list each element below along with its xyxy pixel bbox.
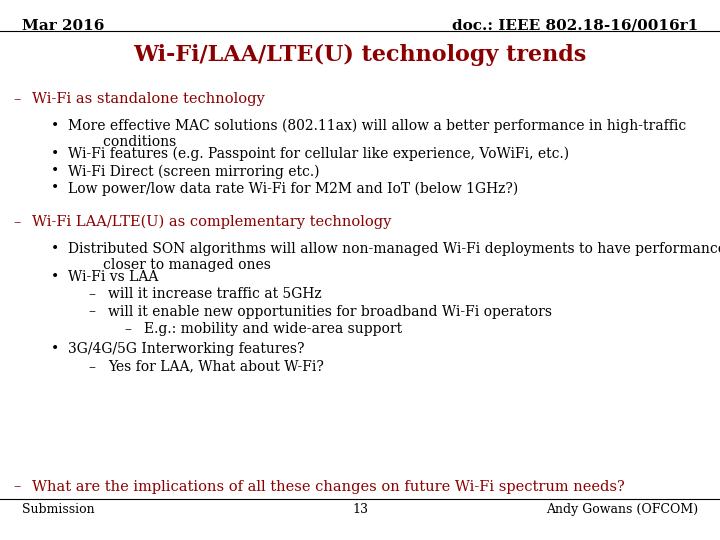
Text: will it enable new opportunities for broadband Wi-Fi operators: will it enable new opportunities for bro… [108,305,552,319]
Text: Wi-Fi LAA/LTE(U) as complementary technology: Wi-Fi LAA/LTE(U) as complementary techno… [32,215,392,230]
Text: –: – [125,322,132,336]
Text: Wi-Fi/LAA/LTE(U) technology trends: Wi-Fi/LAA/LTE(U) technology trends [133,44,587,66]
Text: Wi-Fi vs LAA: Wi-Fi vs LAA [68,270,159,284]
Text: Mar 2016: Mar 2016 [22,19,104,33]
Text: •: • [51,164,60,178]
Text: Andy Gowans (OFCOM): Andy Gowans (OFCOM) [546,503,698,516]
Text: doc.: IEEE 802.18-16/0016r1: doc.: IEEE 802.18-16/0016r1 [452,19,698,33]
Text: Low power/low data rate Wi-Fi for M2M and IoT (below 1GHz?): Low power/low data rate Wi-Fi for M2M an… [68,181,518,196]
Text: •: • [51,181,60,195]
Text: Wi-Fi features (e.g. Passpoint for cellular like experience, VoWiFi, etc.): Wi-Fi features (e.g. Passpoint for cellu… [68,147,570,161]
Text: –: – [13,480,20,494]
Text: •: • [51,119,60,133]
Text: will it increase traffic at 5GHz: will it increase traffic at 5GHz [108,287,322,301]
Text: –: – [13,92,20,106]
Text: •: • [51,147,60,161]
Text: –: – [89,287,96,301]
Text: 13: 13 [352,503,368,516]
Text: Wi-Fi as standalone technology: Wi-Fi as standalone technology [32,92,265,106]
Text: –: – [89,360,96,374]
Text: 3G/4G/5G Interworking features?: 3G/4G/5G Interworking features? [68,342,305,356]
Text: What are the implications of all these changes on future Wi-Fi spectrum needs?: What are the implications of all these c… [32,480,625,494]
Text: •: • [51,342,60,356]
Text: •: • [51,242,60,256]
Text: Wi-Fi Direct (screen mirroring etc.): Wi-Fi Direct (screen mirroring etc.) [68,164,320,179]
Text: –: – [13,215,20,229]
Text: Submission: Submission [22,503,94,516]
Text: Yes for LAA, What about W-Fi?: Yes for LAA, What about W-Fi? [108,360,324,374]
Text: E.g.: mobility and wide-area support: E.g.: mobility and wide-area support [144,322,402,336]
Text: –: – [89,305,96,319]
Text: •: • [51,270,60,284]
Text: More effective MAC solutions (802.11ax) will allow a better performance in high-: More effective MAC solutions (802.11ax) … [68,119,687,150]
Text: Distributed SON algorithms will allow non-managed Wi-Fi deployments to have perf: Distributed SON algorithms will allow no… [68,242,720,272]
